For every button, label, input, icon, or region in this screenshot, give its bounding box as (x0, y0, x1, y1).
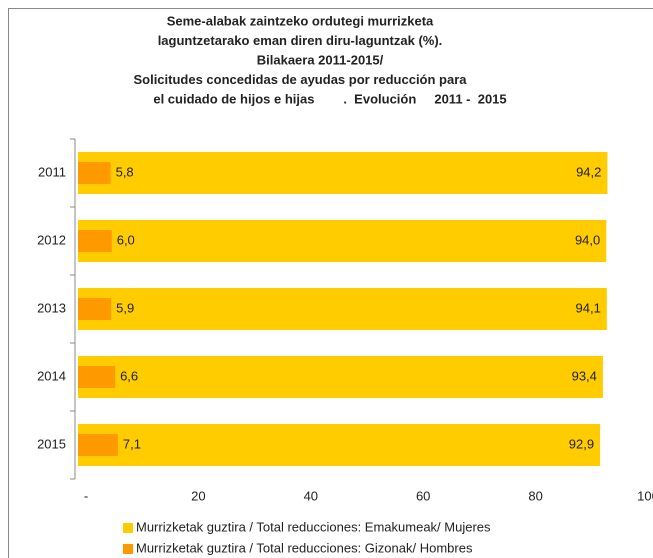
bar (78, 162, 111, 184)
legend-swatch (123, 544, 133, 554)
chart-title: Solicitudes concedidas de ayudas por red… (133, 72, 467, 87)
y-tick-label: 2015 (37, 436, 66, 451)
x-tick-label: 80 (528, 488, 542, 503)
data-label: 93,4 (572, 368, 597, 383)
bar (78, 298, 112, 320)
bar (78, 152, 608, 194)
bar (78, 220, 607, 262)
y-tick-label: 2014 (37, 368, 66, 383)
bar (78, 230, 112, 252)
bar (78, 424, 601, 466)
x-tick-label: 20 (191, 488, 205, 503)
chart-title: Seme-alabak zaintzeko ordutegi murrizket… (167, 13, 434, 28)
bar (78, 366, 116, 388)
bar (78, 288, 607, 330)
x-tick-label: - (84, 488, 88, 503)
y-tick-label: 2013 (37, 300, 66, 315)
chart-title: el cuidado de hijos e hijas . Evolución … (153, 91, 506, 106)
data-label: 5,8 (116, 164, 134, 179)
legend-label: Murrizketak guztira / Total reducciones:… (136, 519, 491, 534)
data-label: 94,2 (576, 164, 601, 179)
x-tick-label: 100 (637, 488, 653, 503)
x-tick-label: 40 (304, 488, 318, 503)
y-tick-label: 2012 (37, 232, 66, 247)
chart-title: Bilakaera 2011-2015/ (257, 52, 384, 67)
y-tick-label: 2011 (38, 164, 66, 179)
bar (78, 356, 603, 398)
data-label: 94,0 (575, 232, 600, 247)
data-label: 5,9 (116, 300, 134, 315)
bar (78, 434, 118, 456)
chart-title: laguntzetarako eman diren diru-laguntzak… (158, 33, 443, 48)
data-label: 6,0 (117, 232, 135, 247)
data-label: 7,1 (123, 436, 141, 451)
data-label: 6,6 (120, 368, 138, 383)
x-tick-label: 60 (416, 488, 430, 503)
data-label: 94,1 (576, 300, 601, 315)
legend-label: Murrizketak guztira / Total reducciones:… (136, 540, 473, 555)
legend-swatch (123, 523, 133, 533)
data-label: 92,9 (569, 436, 594, 451)
chart-frame (8, 8, 653, 558)
